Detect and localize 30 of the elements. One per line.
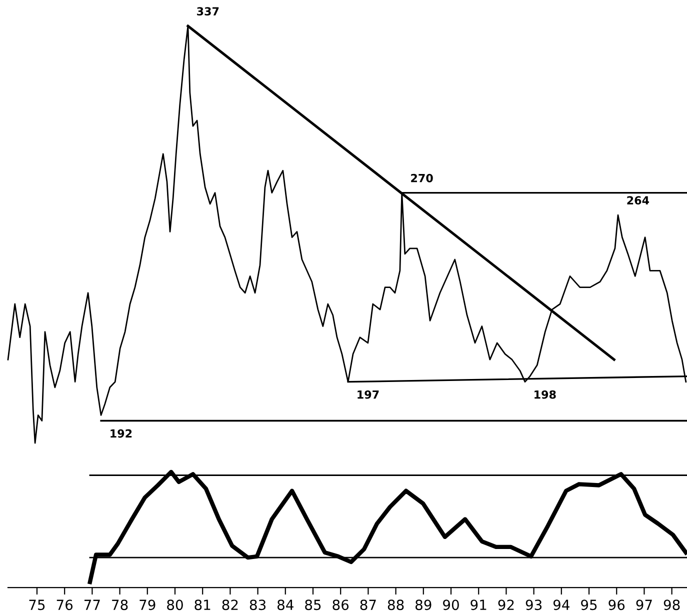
x-tick-label: 98 [664, 600, 680, 610]
x-tick-label: 88 [388, 600, 404, 610]
x-tick-label: 92 [498, 600, 514, 610]
annotation: 270 [411, 174, 433, 182]
annotation: 198 [534, 390, 556, 399]
x-tick-label: 80 [167, 600, 183, 610]
annotation: 197 [358, 390, 379, 399]
x-tick-label: 83 [250, 600, 266, 610]
x-tick-label: 90 [443, 600, 459, 610]
x-tick-label: 79 [140, 600, 156, 610]
x-tick-label: 81 [194, 600, 210, 610]
x-tick-label: 84 [278, 600, 294, 610]
x-tick-label: 96 [608, 600, 625, 610]
x-tick-label: 94 [553, 600, 570, 610]
x-tick-label: 97 [636, 600, 652, 610]
x-tick-label: 95 [581, 600, 597, 610]
x-tick-label: 89 [416, 600, 432, 610]
x-tick-label: 93 [526, 600, 542, 610]
annotation: 337 [197, 7, 219, 16]
x-tick-label: 77 [84, 600, 100, 610]
x-tick-label: 75 [29, 600, 45, 610]
x-tick-label: 86 [332, 600, 349, 610]
x-tick-label: 82 [222, 600, 238, 610]
x-tick-label: 91 [470, 600, 486, 610]
annotation: 264 [627, 196, 650, 205]
x-tick-label: 78 [112, 600, 128, 610]
x-tick-label: 85 [305, 600, 321, 610]
x-tick-label: 87 [360, 600, 376, 610]
annotation: 192 [110, 429, 132, 438]
x-tick-label: 76 [56, 600, 73, 610]
